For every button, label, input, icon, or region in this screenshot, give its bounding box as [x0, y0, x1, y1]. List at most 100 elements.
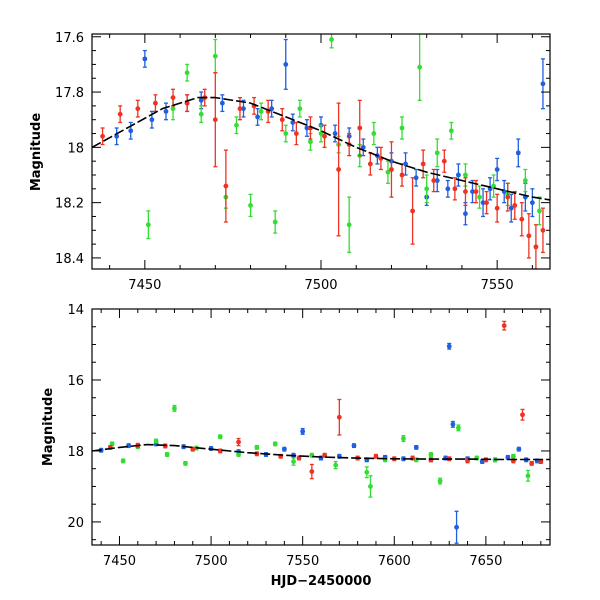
top-blue-point: [304, 119, 310, 137]
top-red-point: [463, 177, 468, 207]
top-red-point: [389, 141, 394, 198]
bottom-green-point: [254, 444, 260, 450]
bottom-green-point: [236, 452, 241, 457]
top-green-point: [491, 174, 497, 198]
top-panel: 7450 7500 7550 17.6 17.8 18 18.2 18.4 Magnitude: [29, 31, 551, 293]
top-x-tick-label: 7500: [304, 278, 337, 293]
top-blue-point: [403, 152, 408, 176]
top-red-point: [399, 163, 405, 187]
bottom-panel-axes: 7450 7500 7550 7600 7650 14 16 18 20: [67, 303, 550, 569]
top-blue-point: [360, 138, 366, 157]
bottom-green-point: [525, 469, 531, 482]
top-green-point: [234, 116, 239, 135]
bottom-red-point: [309, 463, 315, 480]
top-green-point: [417, 34, 423, 102]
top-green-point: [283, 124, 289, 143]
top-red-point: [505, 182, 511, 212]
top-green-point: [371, 121, 377, 146]
top-green-point: [329, 34, 334, 49]
top-red-point: [484, 190, 489, 215]
top-blue-point: [480, 188, 486, 218]
top-blue-point: [255, 107, 260, 126]
top-blue-point: [219, 94, 225, 113]
top-y-tick-label: 18.2: [55, 197, 84, 212]
bottom-y-tick-label: 20: [67, 516, 84, 531]
bottom-blue-point: [413, 444, 419, 450]
bottom-green-point: [510, 453, 516, 459]
top-blue-point: [142, 49, 148, 68]
top-blue-point: [332, 124, 338, 143]
top-red-point: [526, 213, 532, 259]
x-axis-label: HJD−2450000: [271, 574, 372, 589]
bottom-green-point: [272, 441, 278, 447]
bottom-y-axis-label: Magnitude: [41, 388, 56, 467]
top-red-point: [512, 190, 518, 220]
top-green-point: [448, 121, 454, 140]
top-y-tick-label: 17.6: [55, 31, 84, 46]
top-red-point: [410, 177, 415, 245]
bottom-blue-point: [281, 446, 287, 452]
top-red-point: [279, 107, 285, 132]
top-red-point: [452, 177, 458, 201]
top-x-tick-label: 7550: [481, 278, 514, 293]
top-green-point: [346, 196, 352, 254]
bottom-blue-point: [450, 420, 456, 428]
top-blue-point: [529, 188, 535, 218]
bottom-red-point: [336, 398, 342, 436]
top-green-point: [385, 160, 391, 184]
top-red-point: [223, 149, 229, 223]
bottom-blue-point: [516, 446, 522, 452]
bottom-y-tick-label: 16: [67, 374, 84, 389]
bottom-panel-data: [92, 320, 550, 544]
bottom-red-point: [236, 437, 241, 447]
top-y-tick-label: 18.4: [55, 252, 84, 267]
top-panel-axes: 7450 7500 7550 17.6 17.8 18 18.2 18.4: [55, 31, 550, 293]
bottom-clipped-data: [92, 320, 550, 544]
bottom-x-tick-label: 7650: [469, 554, 502, 569]
top-panel-data: [92, 34, 550, 269]
top-blue-point: [540, 58, 546, 110]
top-red-point: [336, 102, 342, 237]
bottom-green-point: [172, 404, 177, 412]
top-red-point: [519, 201, 525, 237]
bottom-blue-point: [351, 443, 357, 449]
bottom-green-point: [217, 434, 223, 440]
top-red-point: [322, 124, 327, 149]
top-blue-point: [269, 99, 275, 118]
bottom-x-tick-label: 7500: [195, 554, 228, 569]
bottom-green-point: [183, 460, 188, 466]
top-blue-point: [114, 127, 120, 146]
top-green-point: [272, 210, 278, 234]
top-red-point: [533, 224, 539, 269]
bottom-green-point: [333, 460, 339, 470]
top-blue-point: [413, 168, 419, 187]
top-green-point: [248, 193, 253, 218]
top-blue-point: [241, 99, 246, 118]
top-red-point: [153, 94, 158, 113]
top-y-tick-label: 17.8: [55, 86, 84, 101]
bottom-blue-point: [300, 427, 306, 435]
top-green-point: [537, 196, 542, 226]
bottom-x-tick-label: 7600: [378, 554, 411, 569]
top-green-point: [318, 124, 324, 143]
top-green-point: [212, 38, 218, 74]
top-blue-point: [515, 138, 521, 168]
top-blue-point: [434, 168, 440, 193]
top-red-point: [170, 88, 176, 107]
top-red-point: [212, 72, 218, 168]
top-blue-point: [494, 157, 500, 182]
top-red-point: [357, 99, 363, 157]
bottom-green-point: [120, 458, 126, 464]
top-model-curve: [92, 96, 550, 201]
bottom-red-point: [296, 455, 302, 461]
bottom-blue-point: [446, 342, 452, 350]
top-blue-point: [463, 201, 468, 226]
top-blue-point: [470, 179, 475, 204]
top-green-point: [477, 185, 482, 209]
bottom-red-point: [520, 408, 525, 421]
bottom-y-tick-label: 18: [67, 445, 84, 460]
bottom-green-point: [164, 452, 170, 457]
top-red-point: [100, 127, 105, 146]
top-red-point: [441, 149, 447, 173]
top-red-point: [420, 149, 426, 179]
